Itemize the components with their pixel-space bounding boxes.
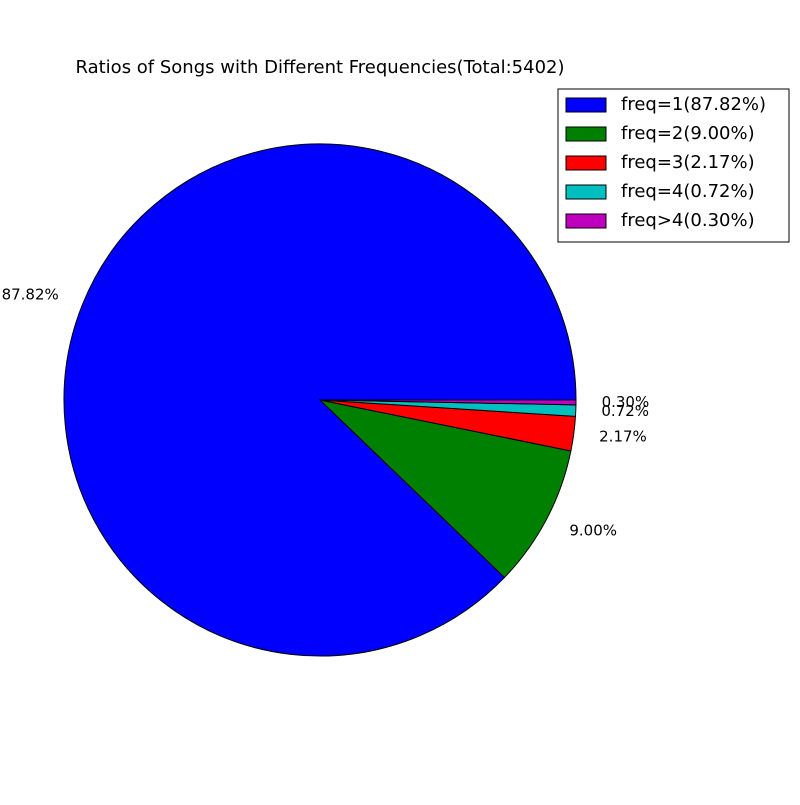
pie-slice-freq-2 [318, 399, 572, 579]
slice-label: 9.00% [569, 521, 617, 539]
legend: freq=1(87.82%) freq=2(9.00%) freq=3(2.17%)… [557, 88, 790, 243]
slice-label: 0.30% [602, 393, 650, 411]
chart-title: Ratios of Songs with Different Frequenci… [75, 57, 564, 78]
legend-swatch [565, 126, 607, 142]
slice-label: 2.17% [599, 428, 647, 446]
slice-label: 0.72% [601, 402, 649, 420]
legend-swatch [565, 213, 607, 229]
legend-swatch [565, 155, 607, 171]
legend-label: freq=2(9.00%) [621, 123, 755, 144]
pie-slice-freq-4 [319, 399, 577, 406]
legend-swatch [565, 97, 607, 113]
legend-label: freq=3(2.17%) [621, 152, 755, 173]
legend-swatch [565, 184, 607, 200]
legend-label: freq=4(0.72%) [621, 181, 755, 202]
pie-slices [63, 143, 577, 657]
slice-label: 87.82% [2, 285, 59, 303]
legend-label: freq>4(0.30%) [621, 210, 755, 231]
pie-slice-labels: 87.82% 9.00% 2.17% 0.72%0.30% [2, 285, 650, 539]
legend-label: freq=1(87.82%) [621, 94, 766, 115]
